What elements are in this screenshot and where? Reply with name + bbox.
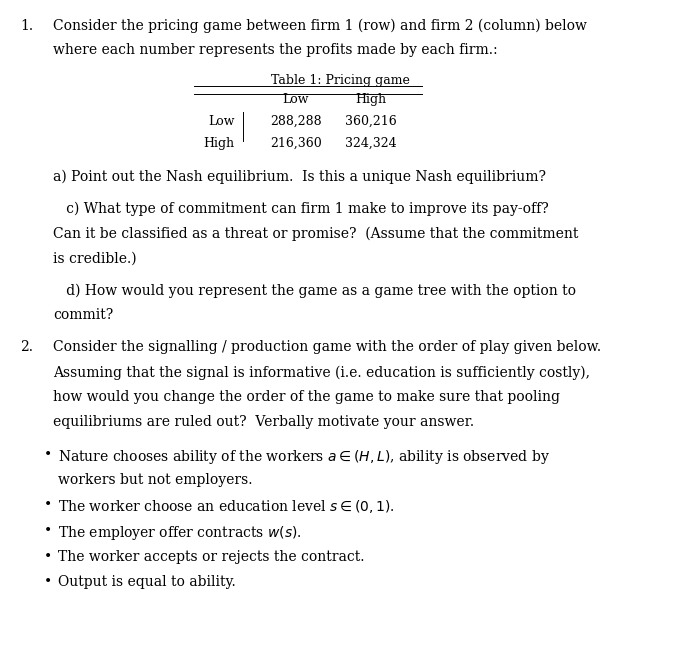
Text: •: • <box>44 575 52 590</box>
Text: Consider the signalling / production game with the order of play given below.: Consider the signalling / production gam… <box>53 340 601 354</box>
Text: 324,324: 324,324 <box>345 137 396 150</box>
Text: Low: Low <box>283 93 309 106</box>
Text: High: High <box>203 137 235 150</box>
Text: c) What type of commitment can firm 1 make to improve its pay-off?: c) What type of commitment can firm 1 ma… <box>53 201 549 215</box>
Text: Output is equal to ability.: Output is equal to ability. <box>58 575 235 590</box>
Text: The worker accepts or rejects the contract.: The worker accepts or rejects the contra… <box>58 550 364 564</box>
Text: 216,360: 216,360 <box>270 137 322 150</box>
Text: High: High <box>355 93 386 106</box>
Text: a) Point out the Nash equilibrium.  Is this a unique Nash equilibrium?: a) Point out the Nash equilibrium. Is th… <box>53 169 546 184</box>
Text: Assuming that the signal is informative (i.e. education is sufficiently costly),: Assuming that the signal is informative … <box>53 366 590 380</box>
Text: Nature chooses ability of the workers $a \in (H, L)$, ability is observed by: Nature chooses ability of the workers $a… <box>58 447 549 465</box>
Text: commit?: commit? <box>53 308 114 323</box>
Text: Table 1: Pricing game: Table 1: Pricing game <box>271 74 409 87</box>
Text: •: • <box>44 498 52 512</box>
Text: is credible.): is credible.) <box>53 251 137 265</box>
Text: The worker choose an education level $s \in (0, 1)$.: The worker choose an education level $s … <box>58 498 394 515</box>
Text: Consider the pricing game between firm 1 (row) and firm 2 (column) below: Consider the pricing game between firm 1… <box>53 19 587 33</box>
Text: 360,216: 360,216 <box>345 115 396 128</box>
Text: •: • <box>44 550 52 564</box>
Text: workers but not employers.: workers but not employers. <box>58 473 252 486</box>
Text: 1.: 1. <box>20 19 33 32</box>
Text: equilibriums are ruled out?  Verbally motivate your answer.: equilibriums are ruled out? Verbally mot… <box>53 415 474 430</box>
Text: •: • <box>44 447 52 461</box>
Text: Can it be classified as a threat or promise?  (Assume that the commitment: Can it be classified as a threat or prom… <box>53 226 579 241</box>
Text: Low: Low <box>208 115 235 128</box>
Text: 288,288: 288,288 <box>270 115 322 128</box>
Text: •: • <box>44 524 52 538</box>
Text: how would you change the order of the game to make sure that pooling: how would you change the order of the ga… <box>53 391 560 405</box>
Text: where each number represents the profits made by each firm.:: where each number represents the profits… <box>53 44 498 58</box>
Text: 2.: 2. <box>20 340 33 354</box>
Text: The employer offer contracts $w(s)$.: The employer offer contracts $w(s)$. <box>58 524 301 542</box>
Text: d) How would you represent the game as a game tree with the option to: d) How would you represent the game as a… <box>53 284 576 297</box>
